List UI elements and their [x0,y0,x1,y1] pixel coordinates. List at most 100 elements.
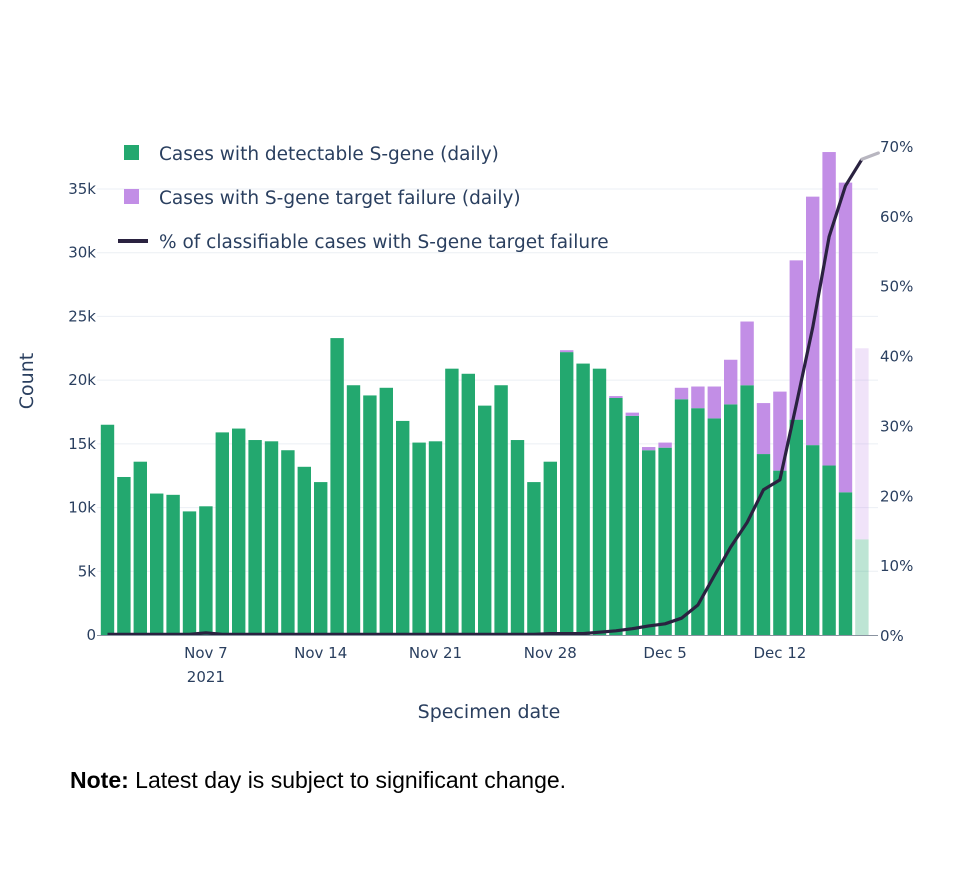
bar-sgtf [707,386,721,419]
bar-detectable [707,418,721,635]
x-tick-label: Dec 5 [643,644,686,662]
legend-swatch [124,145,139,160]
bar-detectable [478,405,492,635]
bar-detectable [330,338,344,635]
bar-detectable [773,470,787,635]
bar-sgtf [560,350,574,353]
y-tick-label: 15k [68,435,96,453]
bar-sgtf [838,182,853,493]
bar-detectable [215,432,229,635]
bar-sgtf [789,260,803,420]
bar-detectable [527,482,541,635]
x-tick-sublabel: 2021 [187,668,225,686]
legend-label: Cases with detectable S-gene (daily) [159,144,499,165]
bar-detectable [248,440,262,635]
bar-detectable [560,352,574,635]
y-tick-label: 30k [68,244,96,262]
bar-detectable [855,539,869,635]
bar-detectable [576,363,590,635]
y-tick-label: 5k [78,562,97,580]
x-tick-label: Dec 12 [753,644,806,662]
y-tick-label: 0 [86,626,96,644]
x-axis-title: Specimen date [418,701,561,723]
bar-detectable [592,368,607,635]
y-tick-label: 35k [68,180,96,198]
bar-detectable [642,450,656,635]
bar-detectable [396,420,410,635]
sgtf-percent-line [107,158,864,636]
bar-detectable [691,408,705,635]
bar-detectable [609,397,623,635]
bar-detectable [510,440,525,635]
bar-detectable [166,494,180,635]
bars [100,152,869,635]
legend-swatch [124,189,139,204]
y-tick-label: 20k [68,371,96,389]
legend: Cases with detectable S-gene (daily) Case… [118,144,609,253]
bar-detectable [133,461,147,635]
bar-detectable [822,465,836,635]
y2-tick-label: 10% [880,557,913,575]
x-tick-labels: Nov 7 2021 Nov 14 Nov 21 Nov 28 Dec 5 Dec 12 [184,644,806,686]
note-text: Latest day is subject to significant cha… [128,767,567,793]
bar-sgtf [674,387,689,400]
legend-label: Cases with S-gene target failure (daily) [159,188,521,209]
bar-detectable [494,385,508,635]
y2-tick-label: 30% [880,417,913,435]
bar-detectable [281,450,295,635]
bar-detectable [232,428,246,635]
bar-detectable [658,447,672,635]
bar-detectable [182,511,197,635]
bar-detectable [445,368,459,635]
bar-sgtf [658,442,672,448]
bar-sgtf [756,403,771,455]
bar-detectable [428,441,443,635]
note: Note: Latest day is subject to significa… [70,767,566,794]
y2-tick-label: 50% [880,278,913,296]
bar-detectable [150,493,164,635]
bar-sgtf [609,396,623,398]
bar-sgtf [642,447,656,451]
bar-detectable [379,387,393,635]
bar-detectable [264,441,279,635]
bar-detectable [756,454,771,635]
legend-label: % of classifiable cases with S-gene targ… [159,232,609,253]
y2-tick-label: 20% [880,487,913,505]
bar-sgtf [724,359,738,405]
y2-tick-label: 70% [880,138,913,156]
bar-sgtf [822,152,836,466]
y2-tick-label: 60% [880,208,913,226]
y-axis-title: Count [16,353,38,409]
x-tick-label: Nov 28 [524,644,577,662]
bar-sgtf [740,321,754,386]
bar-detectable [199,506,213,635]
bar-detectable [297,466,311,635]
sgtf-percent-line-provisional [860,151,880,161]
bar-detectable [674,399,689,635]
bar-sgtf [855,348,869,540]
bar-sgtf [625,412,639,416]
y2-tick-labels: 0% 10% 20% 30% 40% 50% 60% 70% [880,138,913,645]
x-tick-label: Nov 14 [294,644,347,662]
y2-tick-label: 40% [880,348,913,366]
bar-detectable [838,492,853,635]
x-tick-label: Nov 21 [409,644,462,662]
bar-detectable [789,419,803,635]
bar-detectable [314,482,328,635]
bar-detectable [724,404,738,635]
y-tick-labels: 0 5k 10k 15k 20k 25k 30k 35k [68,180,96,644]
bar-detectable [363,395,377,635]
bar-detectable [625,415,639,635]
bar-detectable [806,445,820,635]
bar-detectable [461,373,475,635]
bar-sgtf [691,386,705,409]
x-tick-label: Nov 7 [184,644,228,662]
bar-detectable [412,442,426,635]
bar-detectable [100,424,115,635]
line-series [107,151,880,636]
y-tick-label: 25k [68,307,96,325]
bar-detectable [740,385,754,635]
bar-detectable [543,461,557,635]
bar-detectable [346,385,361,635]
